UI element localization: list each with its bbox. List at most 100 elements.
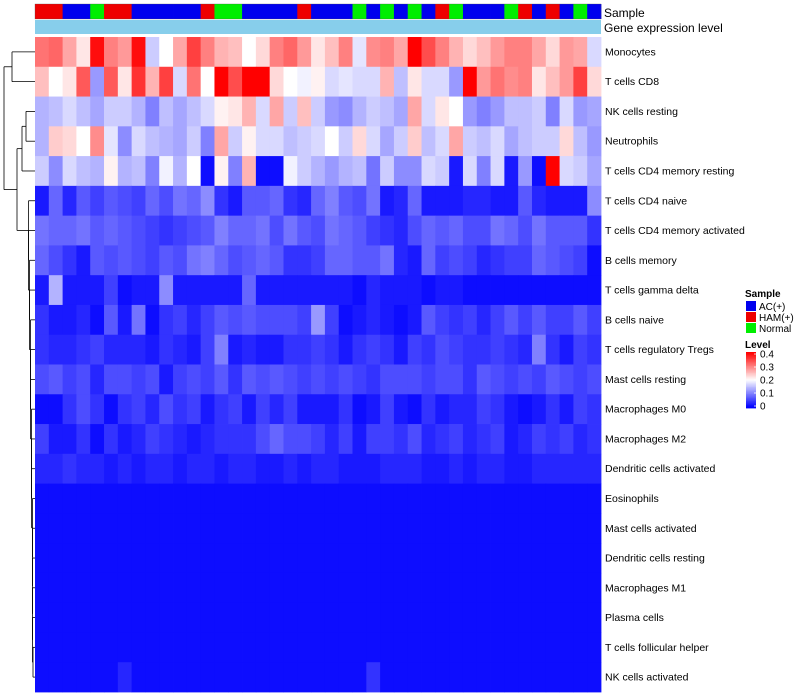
heatmap-cell xyxy=(587,632,602,663)
level-legend: Level 0.4 0.3 0.2 0.1 0 xyxy=(745,340,774,413)
heatmap-cell xyxy=(338,632,353,663)
heatmap-cell xyxy=(269,215,284,246)
heatmap-cell xyxy=(269,126,284,157)
heatmap-cell xyxy=(48,334,63,365)
heatmap-cell xyxy=(117,66,133,97)
row-label: T cells CD8 xyxy=(605,76,659,88)
heatmap-cell xyxy=(380,572,395,604)
heatmap-cell xyxy=(518,275,533,306)
heatmap-cell xyxy=(200,185,215,217)
heatmap-cell xyxy=(214,66,229,97)
heatmap-cell xyxy=(104,126,119,157)
heatmap-cell xyxy=(131,156,146,187)
heatmap-cell xyxy=(462,543,478,574)
heatmap-cell xyxy=(518,662,533,693)
heatmap-cell xyxy=(200,245,215,276)
heatmap-cell xyxy=(269,572,284,604)
heatmap-cell xyxy=(311,96,326,127)
heatmap-cell xyxy=(587,126,602,157)
heatmap-cell xyxy=(48,66,63,97)
heatmap-cell xyxy=(35,394,50,425)
level-tick-label: 0.2 xyxy=(760,376,774,387)
heatmap-cell xyxy=(490,37,505,68)
level-gradient-step xyxy=(746,378,756,381)
heatmap-cell xyxy=(338,483,353,514)
heatmap-cell xyxy=(48,37,63,68)
sample-annotation-cell xyxy=(476,4,491,19)
heatmap-cell xyxy=(393,424,409,455)
heatmap-cell xyxy=(228,424,243,455)
heatmap-cell xyxy=(117,394,133,425)
heatmap-cell xyxy=(76,156,91,187)
heatmap-cell xyxy=(545,334,560,365)
heatmap-cell xyxy=(366,394,381,425)
heatmap-cell xyxy=(352,572,367,604)
heatmap-cell xyxy=(104,662,119,693)
sample-annotation-cell xyxy=(283,4,298,19)
heatmap-cell xyxy=(131,364,146,395)
heatmap-cell xyxy=(545,215,560,246)
heatmap-cell xyxy=(531,364,547,395)
heatmap-cell xyxy=(490,424,505,455)
heatmap-cell xyxy=(449,424,464,455)
heatmap-cell xyxy=(35,453,50,484)
heatmap-cell xyxy=(545,483,560,514)
heatmap-cell xyxy=(297,453,312,484)
heatmap-cell xyxy=(449,453,464,484)
heatmap-cell xyxy=(35,364,50,395)
heatmap-cell xyxy=(35,572,50,604)
heatmap-cell xyxy=(352,334,367,365)
heatmap-cell xyxy=(380,394,395,425)
heatmap-cell xyxy=(117,37,133,68)
heatmap-cell xyxy=(449,304,464,336)
heatmap-cell xyxy=(145,304,160,336)
heatmap-cell xyxy=(62,453,77,484)
heatmap-cell xyxy=(228,394,243,425)
heatmap-cells xyxy=(35,37,602,693)
heatmap-cell xyxy=(380,513,395,544)
heatmap-cell xyxy=(490,245,505,276)
heatmap-cell xyxy=(531,424,547,455)
heatmap-cell xyxy=(131,453,146,484)
heatmap-cell xyxy=(214,126,229,157)
level-tick-label: 0 xyxy=(760,402,766,413)
row-label: T cells regulatory Tregs xyxy=(605,344,714,356)
heatmap-cell xyxy=(228,513,243,544)
heatmap-cell xyxy=(462,632,478,663)
heatmap-cell xyxy=(104,156,119,187)
heatmap-cell xyxy=(311,215,326,246)
heatmap-cell xyxy=(214,185,229,217)
sample-annotation-bar xyxy=(34,3,602,20)
heatmap-cell xyxy=(573,513,588,544)
row-label: B cells memory xyxy=(605,255,678,267)
heatmap-cell xyxy=(90,185,105,217)
heatmap-cell xyxy=(117,304,133,336)
heatmap-cell xyxy=(76,126,91,157)
heatmap-cell xyxy=(214,513,229,544)
heatmap-cell xyxy=(559,126,574,157)
row-label: NK cells activated xyxy=(605,672,689,684)
heatmap-cell xyxy=(228,304,243,336)
heatmap-cell xyxy=(476,334,491,365)
heatmap-cell xyxy=(104,424,119,455)
heatmap-cell xyxy=(90,453,105,484)
heatmap-cell xyxy=(476,215,491,246)
heatmap-cell xyxy=(117,424,133,455)
heatmap-cell xyxy=(186,275,202,306)
heatmap-cell xyxy=(145,662,160,693)
heatmap-cell xyxy=(269,424,284,455)
heatmap-cell xyxy=(380,245,395,276)
heatmap-cell xyxy=(76,513,91,544)
heatmap-cell xyxy=(62,394,77,425)
heatmap-cell xyxy=(490,66,505,97)
level-tick-label: 0.3 xyxy=(760,363,774,374)
heatmap-cell xyxy=(435,602,450,633)
heatmap-cell xyxy=(531,215,547,246)
level-gradient-step xyxy=(746,364,756,367)
heatmap-cell xyxy=(531,126,547,157)
heatmap-cell xyxy=(173,96,188,127)
heatmap-cell xyxy=(504,37,519,68)
heatmap-cell xyxy=(242,483,257,514)
heatmap-cell xyxy=(504,662,519,693)
heatmap-cell xyxy=(490,364,505,395)
